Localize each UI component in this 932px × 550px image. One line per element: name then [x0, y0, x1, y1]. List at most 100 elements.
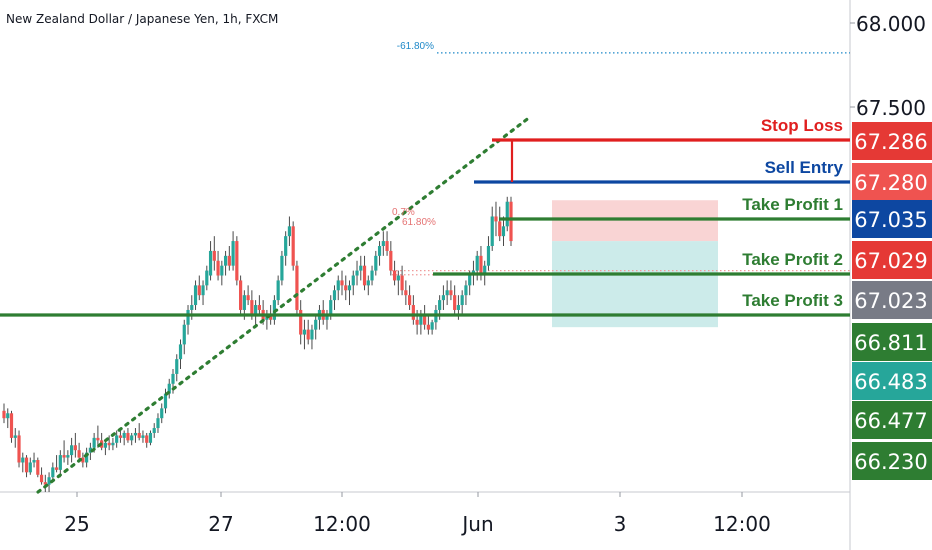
candle-body: [314, 319, 318, 330]
candle-body: [370, 270, 374, 281]
candle-body: [73, 445, 77, 451]
candle-body: [299, 309, 303, 335]
candle-body: [235, 241, 239, 281]
candle-body: [24, 457, 29, 473]
price-tick-label: 68.000: [856, 12, 926, 36]
candle-body: [21, 457, 25, 463]
candle-body: [404, 290, 408, 296]
candle-body: [419, 314, 423, 325]
candle-body: [85, 452, 89, 463]
candle-body: [242, 295, 246, 310]
candle-body: [39, 474, 44, 483]
candle-body: [205, 270, 209, 286]
candle-body: [389, 250, 393, 271]
candle-body: [257, 305, 261, 310]
candle-body: [438, 300, 442, 310]
candle-body: [133, 432, 138, 436]
candle-body: [400, 275, 404, 291]
candle-body: [332, 290, 337, 301]
candle-body: [193, 285, 198, 306]
candle-body: [197, 285, 201, 296]
candle-body: [336, 280, 340, 291]
candle-body: [362, 265, 367, 286]
level-label: Sell Entry: [765, 158, 844, 177]
candle-body: [291, 226, 295, 266]
candle-body: [374, 255, 378, 271]
plot-area: [0, 0, 850, 492]
candle-body: [182, 324, 186, 345]
candle-body: [430, 322, 434, 330]
time-tick-label: 12:00: [713, 512, 771, 536]
candle-body: [498, 221, 502, 237]
candle-body: [167, 383, 171, 394]
candle-body: [302, 329, 307, 335]
candle-body: [423, 314, 427, 325]
price-label-box: [852, 281, 932, 319]
candle-body: [306, 329, 310, 340]
candle-body: [141, 435, 145, 438]
candle-body: [396, 275, 400, 281]
level-label: Take Profit 2: [742, 250, 843, 269]
fib-label: 0.7%: [392, 207, 415, 218]
candle-body: [111, 442, 115, 446]
candle-body: [385, 241, 389, 251]
candle-body: [145, 435, 149, 443]
candle-body: [355, 270, 359, 276]
candle-body: [77, 450, 81, 458]
candle-body: [441, 295, 445, 301]
fib-label: -61.80%: [397, 41, 434, 52]
time-tick-label: 3: [614, 512, 627, 536]
candle-body: [295, 265, 299, 310]
candle-body: [505, 201, 509, 227]
candle-body: [456, 305, 461, 310]
candle-body: [115, 435, 119, 443]
price-label-box: [852, 362, 932, 400]
candle-body: [130, 435, 134, 441]
candle-body: [287, 226, 292, 237]
candle-body: [377, 246, 382, 256]
candle-body: [280, 255, 284, 281]
candle-body: [464, 285, 468, 296]
candle-body: [501, 226, 506, 237]
candle-body: [2, 410, 6, 419]
candle-body: [347, 285, 352, 291]
candle-body: [411, 305, 415, 320]
reward-zone: [552, 241, 718, 328]
price-label-text: 67.035: [854, 208, 927, 232]
level-label: Take Profit 1: [742, 195, 843, 214]
candle-body: [325, 314, 329, 320]
candle-body: [36, 460, 40, 475]
candle-body: [81, 457, 85, 463]
candle-body: [137, 432, 141, 438]
candle-body: [47, 477, 51, 485]
candle-body: [359, 265, 363, 271]
candle-body: [284, 236, 288, 256]
candle-body: [475, 255, 479, 271]
price-label-box: [852, 401, 932, 439]
candle-body: [107, 442, 111, 446]
price-label-text: 67.029: [854, 249, 927, 273]
candle-body: [6, 413, 10, 419]
candle-body: [216, 260, 220, 276]
candle-body: [223, 255, 228, 266]
candle-body: [445, 290, 449, 296]
candle-body: [62, 455, 66, 458]
candle-body: [32, 460, 36, 463]
level-label: Take Profit 3: [742, 291, 843, 310]
candle-body: [43, 482, 47, 485]
candle-body: [190, 305, 194, 310]
candle-body: [54, 467, 59, 470]
candle-body: [51, 467, 55, 478]
candle-body: [212, 250, 216, 261]
candle-body: [126, 432, 130, 441]
candle-body: [340, 280, 344, 286]
price-label-box: [852, 323, 932, 361]
candle-body: [201, 285, 205, 296]
candle-body: [344, 285, 348, 291]
candle-body: [250, 300, 254, 315]
price-label-box: [852, 241, 932, 279]
candle-body: [468, 275, 472, 286]
price-label-box: [852, 122, 932, 160]
candle-body: [276, 280, 280, 301]
